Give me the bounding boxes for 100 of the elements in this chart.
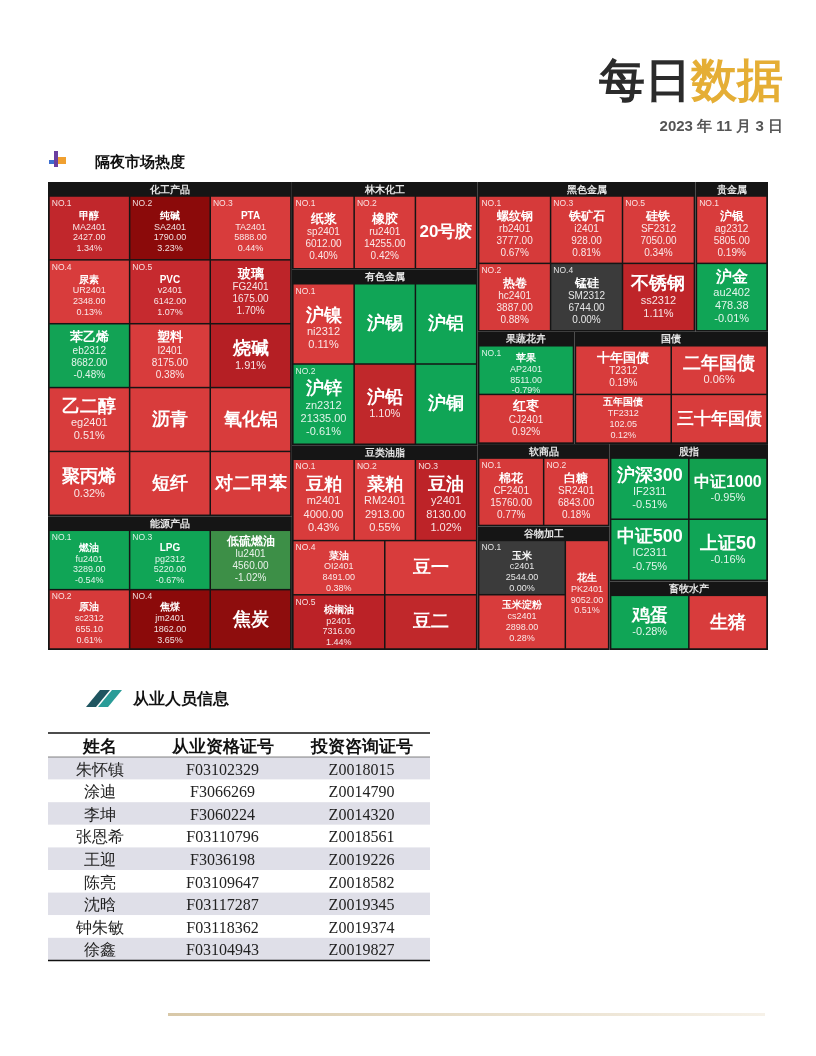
category-label: 从业资格证号 xyxy=(170,737,274,756)
text: Z0019345 xyxy=(328,896,395,914)
category-label: 玉米淀粉 cs2401 2898.00 xyxy=(501,599,543,632)
text: Z0019226 xyxy=(328,851,395,868)
text: 李坤 xyxy=(84,805,116,823)
category-label: 沪镍 ni2312 xyxy=(304,304,343,337)
data-label: -0.54% xyxy=(75,575,104,586)
text: F03117287 xyxy=(186,896,259,914)
category-label: 沥青 xyxy=(150,408,188,429)
text: NO.5 xyxy=(132,261,153,272)
text: 陈亮 xyxy=(84,873,116,891)
category-label: 沪锌 zn2312 21335.00 xyxy=(300,378,347,424)
data-label: 0.61% xyxy=(76,634,103,645)
data-label: 0.19% xyxy=(717,246,746,258)
category-label: PVC v2401 6142.00 xyxy=(153,273,187,307)
category-label: 二年国债 xyxy=(683,352,756,373)
category-label: 纸浆 sp2401 6012.00 xyxy=(305,210,343,249)
data-label: 3.65% xyxy=(157,634,183,645)
data-label: 0.44% xyxy=(237,243,264,254)
text: F03110796 xyxy=(186,828,259,846)
category-label: 豆一 xyxy=(411,557,449,578)
category-label: 锰硅 SM2312 6744.00 xyxy=(567,275,606,313)
text: 果蔬花卉 xyxy=(505,333,547,345)
category-label: 沪铝 xyxy=(427,313,465,334)
data-label: -0.01% xyxy=(714,312,750,325)
category-label: 红枣 CJ2401 xyxy=(508,398,544,425)
text: NO.1 xyxy=(481,347,502,358)
data-label: 0.42% xyxy=(370,249,400,261)
data-label: 0.00% xyxy=(572,313,601,325)
category-label: 硅铁 SF2312 7050.00 xyxy=(640,208,677,246)
data-label: 0.43% xyxy=(307,520,340,533)
category-label: 中证500 IC2311 xyxy=(616,525,683,559)
text: 股指 xyxy=(677,445,699,457)
category-label: 对二甲苯 xyxy=(213,472,288,493)
text: NO.3 xyxy=(213,197,234,208)
category-label: 苯乙烯 eb2312 8682.00 xyxy=(68,329,109,368)
text: 徐鑫 xyxy=(84,941,116,959)
data-label: 0.18% xyxy=(561,508,591,520)
category-label: 热卷 hc2401 3887.00 xyxy=(496,275,534,313)
category-label: 花生 PK2401 9052.00 xyxy=(570,572,604,605)
category-label: 白糖 SR2401 6843.00 xyxy=(558,470,595,508)
text: NO.5 xyxy=(625,197,646,208)
category-label: 沪铜 xyxy=(427,393,465,414)
data-label: -1.02% xyxy=(234,572,267,584)
text: F03104943 xyxy=(186,941,259,959)
text: 软商品 xyxy=(527,445,559,457)
category-label: 橡胶 ru2401 14255.00 xyxy=(363,210,407,249)
category-label: 短纤 xyxy=(150,472,188,493)
text: Z0018015 xyxy=(328,760,395,778)
category-label: 棕榈油 p2401 7316.00 xyxy=(322,603,356,637)
text: NO.1 xyxy=(481,459,502,470)
category-label: 烧碱 xyxy=(231,338,269,359)
text: NO.2 xyxy=(481,265,502,276)
data-label: 0.32% xyxy=(73,486,106,499)
data-label: 1.02% xyxy=(430,520,462,533)
category-label: 聚丙烯 xyxy=(61,466,117,487)
text: 谷物加工 xyxy=(522,527,564,539)
data-label: 0.00% xyxy=(509,582,535,593)
text: 张恩希 xyxy=(76,828,124,846)
data-label: -0.61% xyxy=(306,424,342,437)
text: 林木化工 xyxy=(363,183,405,195)
text: Z0018582 xyxy=(328,873,395,891)
text: NO.2 xyxy=(295,365,316,376)
data-label: 0.40% xyxy=(309,249,338,261)
category-label: 豆二 xyxy=(411,611,449,632)
data-label: 1.11% xyxy=(643,306,674,319)
text: NO.2 xyxy=(356,461,377,471)
category-label: 低硫燃油 lu2401 4560.00 xyxy=(225,534,275,572)
category-label: 三十年国债 xyxy=(676,408,762,428)
category-label: 沪金 au2402 478.38 xyxy=(713,266,751,312)
text: 隔夜市场热度 xyxy=(95,153,185,170)
text: NO.2 xyxy=(132,197,153,208)
data-label: 0.06% xyxy=(703,373,735,386)
category-label: 生猪 xyxy=(708,611,746,632)
text: 化工产品 xyxy=(148,183,190,195)
data-label: 1.44% xyxy=(326,637,352,648)
category-label: 尿素 UR2401 2348.00 xyxy=(72,273,106,307)
category-label: 沪深300 IF2311 xyxy=(615,464,683,498)
text: F03118362 xyxy=(186,918,259,936)
text: 沈晗 xyxy=(84,896,116,914)
text: Z0014790 xyxy=(328,783,395,801)
text: NO.1 xyxy=(699,197,720,208)
text: F3060224 xyxy=(190,805,255,823)
data-label: -0.51% xyxy=(632,498,668,511)
text: 豆类油脂 xyxy=(363,446,405,458)
data-label: 1.10% xyxy=(369,407,401,420)
data-label: 0.38% xyxy=(326,582,352,593)
category-label: 菜油 OI2401 8491.00 xyxy=(322,549,356,583)
text: 朱怀镇 xyxy=(76,760,124,778)
category-label: 塑料 l2401 8175.00 xyxy=(151,329,189,368)
category-label: 焦炭 xyxy=(231,608,270,629)
category-label: 姓名 xyxy=(82,737,117,756)
data-label: 0.67% xyxy=(500,246,529,258)
category-label: 20号胶 xyxy=(419,222,473,242)
text: 黑色金属 xyxy=(565,183,607,195)
text: NO.1 xyxy=(51,532,72,543)
category-label: 五年国债 TF2312 102.05 xyxy=(602,396,644,429)
category-label: 棉花 CF2401 15760.00 xyxy=(490,470,533,508)
data-label: -0.28% xyxy=(632,625,668,638)
data-label: -0.67% xyxy=(155,575,185,586)
